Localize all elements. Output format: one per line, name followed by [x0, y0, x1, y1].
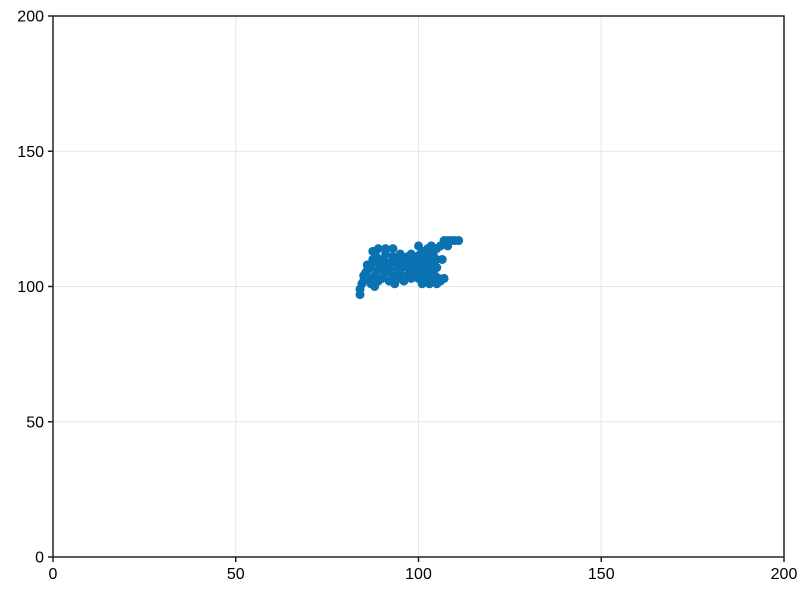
y-tick-label: 150	[17, 144, 44, 161]
y-tick-label: 100	[17, 279, 44, 296]
x-tick-labels: 0 50 100 150 200	[49, 566, 798, 583]
scatter-point	[388, 244, 398, 254]
y-tick-label: 0	[35, 550, 44, 567]
scatter-point	[437, 254, 447, 264]
scatter-point	[373, 244, 383, 254]
scatter-point	[371, 252, 381, 262]
y-tick-label: 200	[17, 9, 44, 26]
scatter-point	[432, 263, 442, 273]
scatter-point	[454, 236, 464, 246]
tick-marks	[48, 15, 785, 562]
y-tick-label: 50	[26, 414, 44, 431]
x-tick-label: 150	[588, 566, 615, 583]
scatter-point	[414, 241, 423, 251]
y-tick-labels: 0 50 100 150 200	[17, 9, 44, 567]
x-tick-label: 0	[49, 566, 58, 583]
x-tick-label: 100	[405, 566, 432, 583]
data-points	[355, 236, 464, 300]
x-tick-label: 50	[227, 566, 245, 583]
x-tick-label: 200	[771, 566, 798, 583]
scatter-point	[439, 273, 449, 283]
scatter-point	[381, 244, 391, 254]
